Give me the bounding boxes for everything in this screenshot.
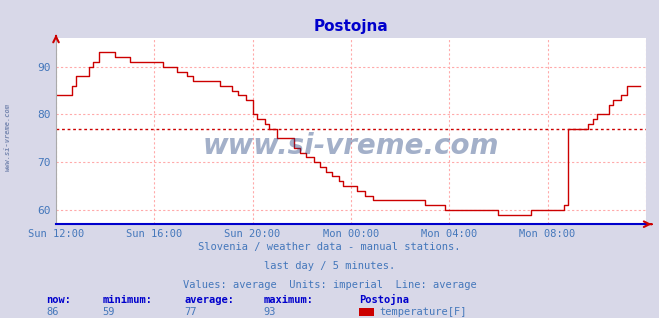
Text: www.si-vreme.com: www.si-vreme.com — [203, 132, 499, 160]
Text: last day / 5 minutes.: last day / 5 minutes. — [264, 261, 395, 271]
Text: 77: 77 — [185, 307, 197, 317]
Text: average:: average: — [185, 295, 235, 305]
Text: 86: 86 — [46, 307, 59, 317]
Text: 59: 59 — [102, 307, 115, 317]
Text: Postojna: Postojna — [359, 294, 409, 305]
Title: Postojna: Postojna — [314, 19, 388, 34]
Text: Slovenia / weather data - manual stations.: Slovenia / weather data - manual station… — [198, 242, 461, 252]
Text: www.si-vreme.com: www.si-vreme.com — [5, 103, 11, 171]
Text: 93: 93 — [264, 307, 276, 317]
Text: minimum:: minimum: — [102, 295, 152, 305]
Text: temperature[F]: temperature[F] — [379, 307, 467, 317]
Text: Values: average  Units: imperial  Line: average: Values: average Units: imperial Line: av… — [183, 280, 476, 290]
Text: now:: now: — [46, 295, 71, 305]
Text: maximum:: maximum: — [264, 295, 314, 305]
